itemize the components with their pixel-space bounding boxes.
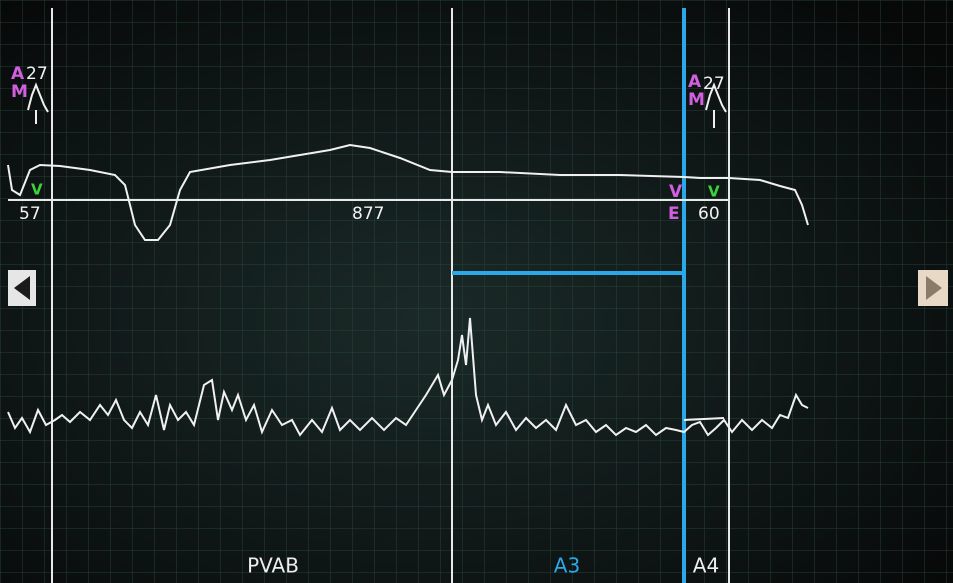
grid [0, 0, 953, 583]
interval-value: 877 [352, 204, 384, 224]
zone-label: A4 [693, 554, 719, 578]
sense-mark: E [668, 204, 680, 224]
sense-mark: V [708, 183, 720, 201]
zone-label: A3 [554, 554, 580, 578]
page: A M 27 A M 27 V V E V 57 877 60 PVAB A3 … [0, 0, 953, 583]
interval-value: 57 [19, 204, 41, 224]
zone-label: PVAB [247, 554, 299, 578]
marker-top: A [688, 72, 702, 92]
scroll-left-button[interactable] [8, 270, 36, 306]
monitor-screen: A M 27 A M 27 V V E V 57 877 60 PVAB A3 … [0, 0, 953, 583]
sense-mark: V [669, 182, 683, 202]
marker-bottom: M [11, 82, 28, 102]
sense-mark: V [31, 181, 43, 199]
marker-value: 27 [703, 74, 725, 94]
marker-value: 27 [26, 64, 48, 84]
scroll-right-button[interactable] [918, 270, 948, 306]
interval-value: 60 [698, 204, 720, 224]
marker-top: A [11, 64, 25, 84]
